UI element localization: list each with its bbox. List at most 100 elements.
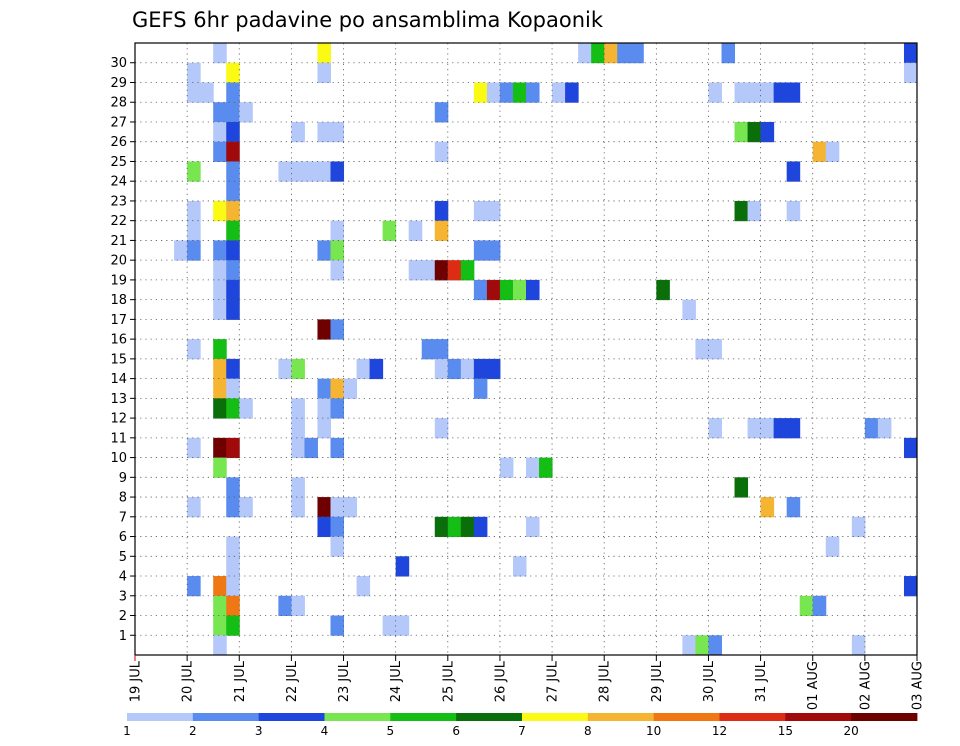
heatmap-cell bbox=[213, 43, 227, 64]
y-tick-label: 24 bbox=[110, 175, 127, 190]
heatmap-cell bbox=[213, 398, 227, 419]
y-tick-label: 20 bbox=[110, 254, 127, 269]
heatmap-cell bbox=[356, 576, 371, 597]
heatmap-cell bbox=[226, 121, 240, 143]
heatmap-cell bbox=[747, 418, 762, 439]
heatmap-cell bbox=[174, 240, 188, 261]
chart-title: GEFS 6hr padavine po ansamblima Kopaonik bbox=[132, 8, 604, 32]
colorbar-tick-label: 8 bbox=[584, 724, 592, 738]
heatmap-cell bbox=[773, 418, 788, 439]
x-tick-label: 19 JUL bbox=[129, 660, 144, 702]
heatmap-cell bbox=[278, 358, 292, 380]
heatmap-cell bbox=[682, 299, 696, 320]
heatmap-cell bbox=[226, 161, 240, 182]
heatmap-cell bbox=[213, 102, 227, 123]
heatmap-cell bbox=[382, 615, 397, 636]
heatmap-cell bbox=[226, 378, 240, 399]
heatmap-cell bbox=[434, 418, 449, 439]
heatmap-cell bbox=[291, 595, 305, 617]
y-tick-label: 17 bbox=[110, 313, 127, 328]
heatmap-cell bbox=[708, 339, 722, 360]
x-tick-label: 30 JUL bbox=[702, 660, 717, 702]
x-tick-label: 02 AUG bbox=[858, 661, 873, 710]
x-axis: 19 JUL 20 JUL 21 JUL 22 JUL 23 JUL 24 JUL 25 J… bbox=[129, 655, 926, 710]
heatmap-cell bbox=[356, 358, 371, 380]
heatmap-cell bbox=[187, 161, 201, 182]
heatmap-cell bbox=[708, 635, 722, 656]
y-tick-label: 9 bbox=[119, 471, 127, 486]
heatmap-cell bbox=[473, 240, 488, 261]
heatmap-cell bbox=[903, 437, 918, 459]
heatmap-cell bbox=[213, 576, 227, 597]
y-tick-label: 15 bbox=[110, 352, 127, 367]
heatmap-cell bbox=[382, 220, 397, 241]
heatmap-cell bbox=[317, 240, 331, 261]
y-tick-label: 14 bbox=[110, 372, 127, 387]
heatmap-cell bbox=[408, 220, 423, 241]
y-tick-label: 4 bbox=[119, 570, 127, 585]
heatmap-cell bbox=[565, 82, 579, 103]
heatmap-cell bbox=[473, 516, 488, 538]
heatmap-cell bbox=[187, 62, 201, 83]
heatmap-cell bbox=[539, 457, 553, 478]
x-tick-label: 24 JUL bbox=[389, 660, 404, 702]
y-tick-label: 23 bbox=[110, 194, 127, 209]
heatmap-cell bbox=[604, 43, 618, 64]
x-tick-label: 29 JUL bbox=[650, 660, 665, 702]
heatmap-cell bbox=[760, 418, 775, 439]
y-tick-label: 22 bbox=[110, 214, 127, 229]
heatmap-cell bbox=[278, 161, 292, 182]
colorbar-tick-label: 5 bbox=[387, 724, 395, 738]
heatmap-cell bbox=[291, 398, 305, 419]
heatmap-cell bbox=[213, 437, 227, 459]
heatmap-cell bbox=[526, 457, 540, 478]
heatmap-cell bbox=[877, 418, 892, 439]
heatmap-cell bbox=[760, 121, 775, 143]
heatmap-cell bbox=[213, 240, 227, 261]
heatmap-cell bbox=[330, 121, 345, 143]
colorbar-tick-label: 6 bbox=[452, 724, 460, 738]
heatmap-cell bbox=[851, 516, 866, 538]
heatmap-cell bbox=[226, 82, 240, 103]
heatmap-cell bbox=[291, 497, 305, 518]
heatmap-cell bbox=[330, 536, 345, 557]
heatmap-cell bbox=[330, 615, 345, 636]
heatmap-cell bbox=[330, 319, 345, 340]
heatmap-cell bbox=[343, 378, 358, 399]
colorbar-segment bbox=[192, 713, 260, 721]
heatmap-cell bbox=[317, 161, 331, 182]
heatmap-cell bbox=[330, 516, 345, 538]
x-tick-label: 26 JUL bbox=[493, 660, 508, 702]
heatmap-cell bbox=[526, 82, 540, 103]
heatmap-cell bbox=[786, 418, 801, 439]
heatmap-cell bbox=[330, 378, 345, 399]
y-tick-label: 2 bbox=[119, 609, 127, 624]
heatmap-cell bbox=[747, 82, 762, 103]
heatmap-cell bbox=[213, 121, 227, 143]
colorbar-tick-label: 15 bbox=[778, 724, 793, 738]
x-tick-label: 28 JUL bbox=[598, 660, 613, 702]
heatmap-cell bbox=[486, 279, 501, 301]
heatmap-cell bbox=[226, 62, 240, 83]
x-tick-label: 22 JUL bbox=[285, 660, 300, 702]
heatmap-cell bbox=[213, 299, 227, 320]
heatmap-cell bbox=[486, 240, 501, 261]
heatmap-cell bbox=[799, 595, 814, 617]
y-tick-label: 26 bbox=[110, 135, 127, 150]
y-tick-label: 13 bbox=[110, 392, 127, 407]
colorbar-tick-label: 3 bbox=[255, 724, 263, 738]
heatmap-cell bbox=[786, 161, 801, 182]
x-tick-label: 25 JUL bbox=[441, 660, 456, 702]
heatmap-cell bbox=[291, 121, 305, 143]
heatmap-cell bbox=[187, 200, 201, 222]
colorbar-segment bbox=[851, 713, 918, 721]
heatmap-cell bbox=[369, 358, 384, 380]
heatmap-cell bbox=[213, 141, 227, 162]
heatmap-cell bbox=[226, 358, 240, 380]
heatmap-cell bbox=[825, 536, 840, 557]
heatmap-cell bbox=[617, 43, 631, 64]
heatmap-cell bbox=[786, 200, 801, 222]
heatmap-cell bbox=[226, 556, 240, 577]
heatmap-cell bbox=[213, 635, 227, 656]
